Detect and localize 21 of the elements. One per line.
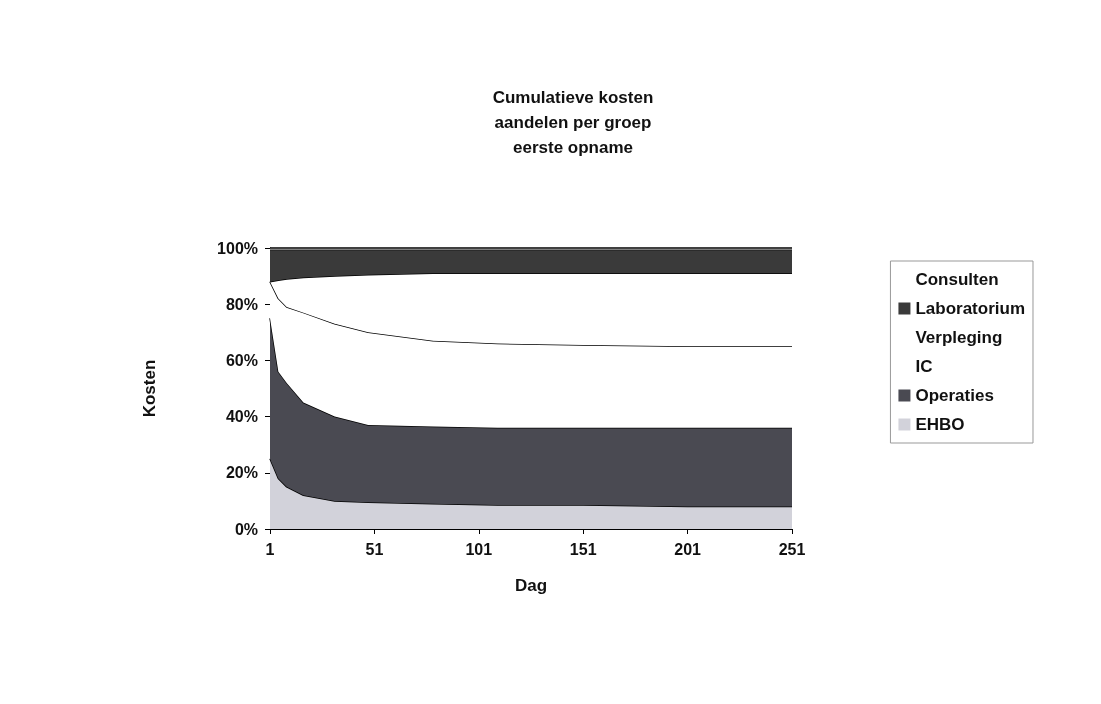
y-tick-label: 80% [225, 295, 258, 313]
x-tick-label: 101 [465, 540, 493, 558]
x-tick-label: 251 [778, 540, 806, 558]
y-tick-label: 40% [225, 408, 258, 426]
x-tick-label: 151 [569, 540, 597, 558]
text: Consulten [915, 270, 999, 289]
y-tick-label: 0% [234, 520, 258, 538]
legend-label: Laboratorium [915, 299, 1025, 318]
chart-title: Cumulatieve kosten aandelen per groep eerste opname [492, 88, 654, 157]
legend-label: Operaties [915, 386, 994, 405]
text: Verpleging [915, 328, 1003, 347]
y-tick-label: 20% [225, 464, 258, 482]
x-tick-label: 51 [365, 540, 384, 558]
x-tick-label: 201 [674, 540, 702, 558]
text: IC [915, 357, 933, 376]
x-axis-title: Dag [514, 576, 548, 595]
y-axis-title: Kosten [140, 359, 159, 418]
legend-label: EHBO [915, 415, 965, 434]
x-tick-label: 1 [265, 540, 275, 558]
y-tick-label: 60% [225, 351, 258, 369]
y-tick-label: 100% [217, 239, 258, 257]
